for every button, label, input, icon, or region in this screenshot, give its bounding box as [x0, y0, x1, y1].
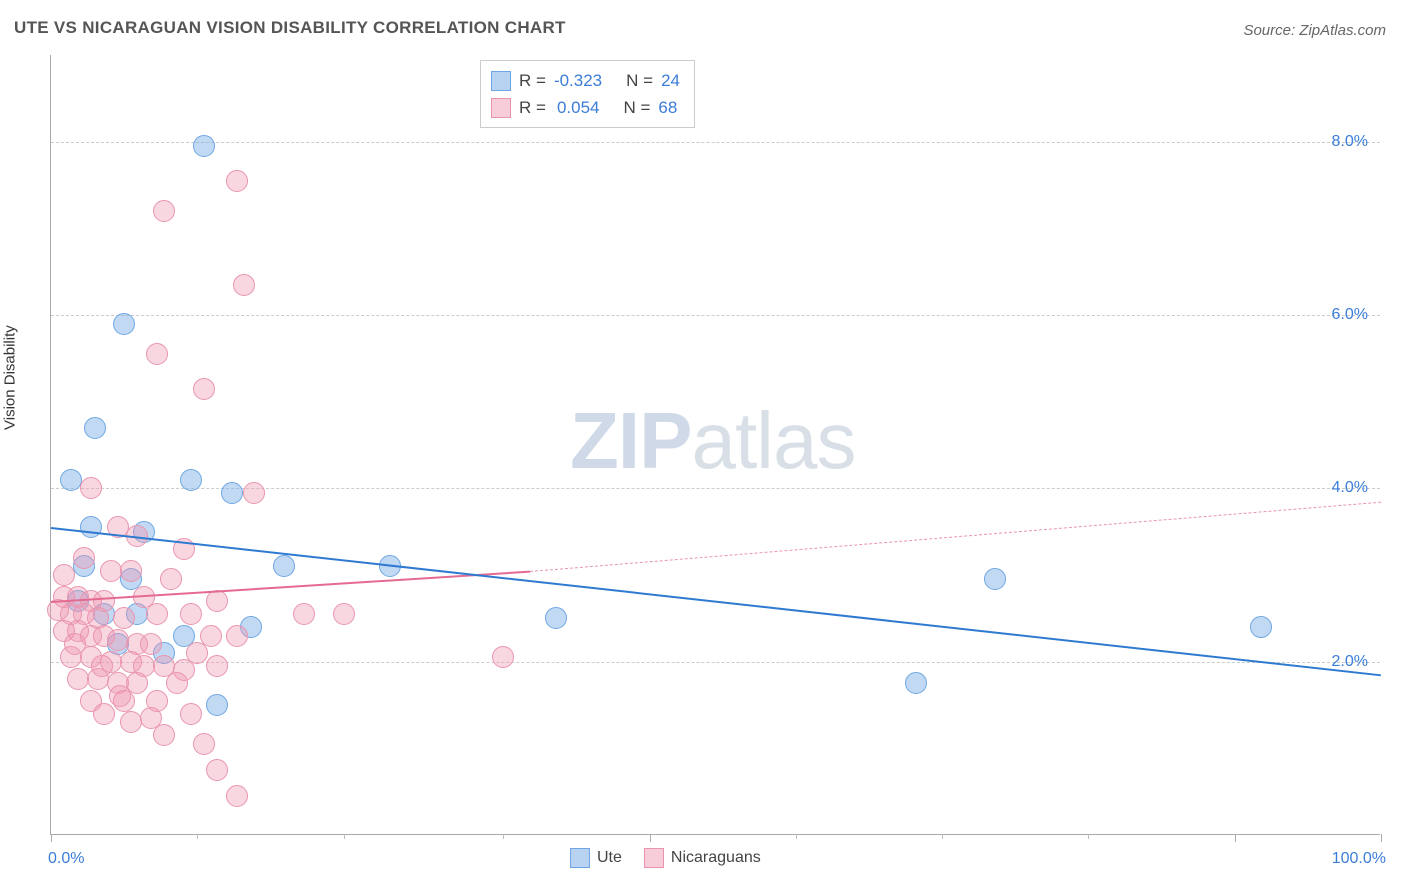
scatter-point: [180, 603, 202, 625]
scatter-point: [221, 482, 243, 504]
scatter-point: [140, 707, 162, 729]
scatter-point: [333, 603, 355, 625]
scatter-point: [206, 655, 228, 677]
y-tick-label: 6.0%: [1332, 306, 1368, 324]
x-minor-tick: [1088, 834, 1089, 839]
scatter-point: [984, 568, 1006, 590]
x-tick-0: 0.0%: [48, 850, 84, 868]
scatter-point: [226, 785, 248, 807]
scatter-point: [73, 547, 95, 569]
legend-item-ute: Ute: [570, 848, 622, 868]
scatter-point: [153, 200, 175, 222]
scatter-point: [113, 313, 135, 335]
x-minor-tick: [197, 834, 198, 839]
series-legend: Ute Nicaraguans: [570, 848, 761, 868]
scatter-point: [91, 655, 113, 677]
chart-container: UTE VS NICARAGUAN VISION DISABILITY CORR…: [0, 0, 1406, 892]
x-minor-tick: [796, 834, 797, 839]
scatter-point: [206, 590, 228, 612]
scatter-point: [180, 703, 202, 725]
scatter-point: [166, 672, 188, 694]
scatter-point: [146, 343, 168, 365]
trend-line: [51, 527, 1381, 676]
scatter-point: [107, 629, 129, 651]
y-tick-label: 2.0%: [1332, 653, 1368, 671]
x-major-tick: [1381, 834, 1382, 842]
x-tick-100: 100.0%: [1332, 850, 1386, 868]
chart-title: UTE VS NICARAGUAN VISION DISABILITY CORR…: [14, 18, 566, 38]
scatter-point: [206, 694, 228, 716]
scatter-point: [193, 378, 215, 400]
x-major-tick: [1235, 834, 1236, 842]
scatter-point: [64, 633, 86, 655]
scatter-point: [153, 724, 175, 746]
scatter-point: [1250, 616, 1272, 638]
scatter-point: [93, 703, 115, 725]
scatter-point: [243, 482, 265, 504]
scatter-point: [67, 668, 89, 690]
scatter-point: [100, 560, 122, 582]
scatter-point: [109, 685, 131, 707]
scatter-point: [113, 607, 135, 629]
swatch-nicaraguans-icon: [644, 848, 664, 868]
scatter-point: [53, 564, 75, 586]
correlation-legend: R = -0.323 N = 24 R = 0.054 N = 68: [480, 60, 695, 128]
scatter-point: [120, 560, 142, 582]
x-minor-tick: [503, 834, 504, 839]
scatter-point: [905, 672, 927, 694]
legend-row-nicaraguans: R = 0.054 N = 68: [491, 94, 680, 121]
trend-line: [530, 501, 1381, 571]
scatter-point: [492, 646, 514, 668]
scatter-point: [226, 170, 248, 192]
x-minor-tick: [942, 834, 943, 839]
y-tick-label: 8.0%: [1332, 133, 1368, 151]
legend-item-nicaraguans: Nicaraguans: [644, 848, 761, 868]
x-major-tick: [51, 834, 52, 842]
gridline: [51, 142, 1380, 143]
scatter-point: [226, 625, 248, 647]
scatter-point: [206, 759, 228, 781]
swatch-ute: [491, 71, 511, 91]
x-major-tick: [650, 834, 651, 842]
scatter-point: [186, 642, 208, 664]
source-attribution: Source: ZipAtlas.com: [1243, 22, 1386, 39]
scatter-point: [160, 568, 182, 590]
scatter-point: [545, 607, 567, 629]
scatter-point: [140, 633, 162, 655]
gridline: [51, 662, 1380, 663]
swatch-ute-icon: [570, 848, 590, 868]
x-minor-tick: [344, 834, 345, 839]
scatter-point: [193, 135, 215, 157]
scatter-point: [146, 603, 168, 625]
scatter-point: [84, 417, 106, 439]
y-tick-label: 4.0%: [1332, 479, 1368, 497]
scatter-point: [60, 469, 82, 491]
gridline: [51, 315, 1380, 316]
scatter-point: [293, 603, 315, 625]
scatter-point: [80, 516, 102, 538]
watermark: ZIPatlas: [570, 395, 855, 487]
scatter-point: [273, 555, 295, 577]
scatter-point: [80, 477, 102, 499]
swatch-nicaraguans: [491, 98, 511, 118]
scatter-point: [193, 733, 215, 755]
scatter-point: [233, 274, 255, 296]
scatter-point: [120, 711, 142, 733]
legend-row-ute: R = -0.323 N = 24: [491, 67, 680, 94]
scatter-point: [180, 469, 202, 491]
y-axis-label: Vision Disability: [2, 325, 19, 430]
